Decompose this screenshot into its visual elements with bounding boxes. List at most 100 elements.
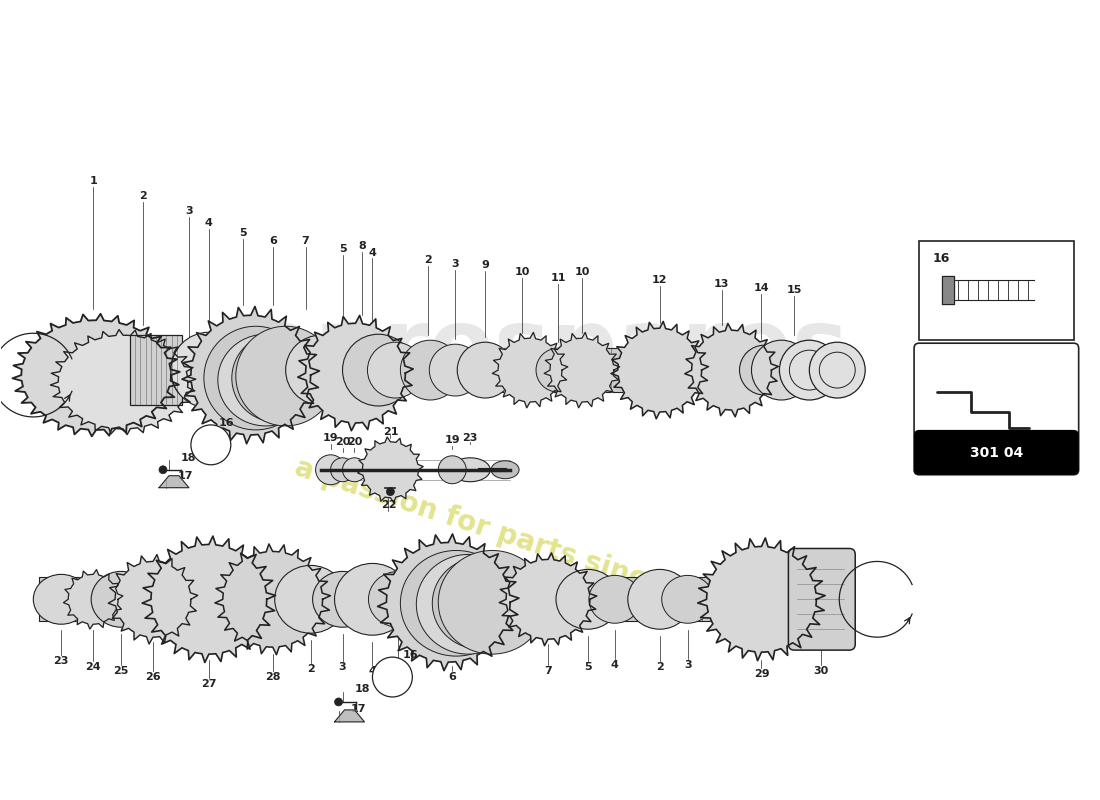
Text: 27: 27: [201, 679, 217, 689]
Text: 19: 19: [322, 433, 339, 443]
Text: 1: 1: [89, 176, 97, 186]
Ellipse shape: [739, 345, 790, 395]
Text: 30: 30: [814, 666, 829, 676]
Text: 11: 11: [550, 274, 565, 283]
Text: 15: 15: [786, 286, 802, 295]
Text: eurospares: eurospares: [251, 304, 849, 396]
Text: 7: 7: [544, 666, 552, 676]
Ellipse shape: [400, 340, 460, 400]
Ellipse shape: [628, 570, 692, 630]
Text: 20: 20: [346, 437, 362, 447]
Text: 16: 16: [933, 252, 950, 265]
Text: 3: 3: [451, 259, 459, 270]
Text: 18: 18: [354, 684, 371, 694]
Ellipse shape: [204, 326, 308, 430]
Text: 8: 8: [359, 241, 366, 250]
Text: 3: 3: [684, 660, 692, 670]
Bar: [130, 335, 182, 405]
Text: 16: 16: [385, 672, 400, 682]
Polygon shape: [942, 277, 954, 304]
Polygon shape: [499, 553, 597, 646]
Text: 4: 4: [368, 666, 376, 676]
FancyBboxPatch shape: [920, 241, 1074, 340]
Text: 21: 21: [383, 427, 398, 437]
Polygon shape: [377, 534, 519, 670]
Text: 17: 17: [351, 704, 366, 714]
Polygon shape: [51, 330, 196, 434]
Ellipse shape: [780, 340, 839, 400]
Ellipse shape: [367, 342, 424, 398]
Text: 5: 5: [395, 664, 403, 674]
Text: 23: 23: [54, 656, 69, 666]
Text: 5: 5: [239, 227, 246, 238]
Text: 7: 7: [301, 235, 309, 246]
Polygon shape: [12, 314, 179, 436]
Ellipse shape: [33, 574, 89, 624]
Ellipse shape: [91, 571, 151, 627]
Ellipse shape: [400, 550, 513, 656]
Text: 5: 5: [339, 243, 346, 254]
Text: a passion for parts since 1985: a passion for parts since 1985: [290, 453, 749, 626]
Text: 4: 4: [610, 660, 619, 670]
Text: 6: 6: [268, 235, 276, 246]
Ellipse shape: [386, 488, 395, 496]
Text: 5: 5: [584, 662, 592, 672]
Text: 12: 12: [652, 275, 668, 286]
Text: 20: 20: [334, 437, 350, 447]
Text: 4: 4: [205, 218, 212, 228]
Text: 23: 23: [462, 433, 477, 443]
Ellipse shape: [450, 458, 491, 482]
FancyBboxPatch shape: [914, 430, 1079, 474]
Ellipse shape: [170, 342, 207, 398]
Polygon shape: [334, 710, 364, 722]
Ellipse shape: [536, 348, 580, 392]
Circle shape: [373, 657, 412, 697]
Polygon shape: [610, 322, 708, 419]
Ellipse shape: [286, 335, 355, 405]
Text: 29: 29: [754, 669, 769, 679]
Ellipse shape: [170, 332, 246, 408]
Polygon shape: [358, 437, 424, 502]
Polygon shape: [544, 332, 619, 408]
Ellipse shape: [312, 571, 373, 627]
Ellipse shape: [751, 340, 812, 400]
Text: 2: 2: [425, 255, 432, 266]
Text: 16: 16: [219, 418, 234, 428]
Ellipse shape: [810, 342, 866, 398]
Text: 2: 2: [656, 662, 663, 672]
Ellipse shape: [334, 563, 410, 635]
Text: 10: 10: [574, 267, 590, 278]
Ellipse shape: [429, 344, 481, 396]
Text: 6: 6: [449, 672, 456, 682]
Ellipse shape: [416, 554, 520, 654]
Text: 26: 26: [145, 672, 161, 682]
Circle shape: [334, 698, 342, 706]
Bar: [40, 578, 855, 622]
Ellipse shape: [588, 575, 641, 623]
Ellipse shape: [491, 461, 519, 478]
Text: 5: 5: [395, 664, 403, 674]
Text: 13: 13: [714, 279, 729, 290]
Text: 25: 25: [113, 666, 129, 676]
Ellipse shape: [438, 456, 466, 484]
Polygon shape: [108, 554, 198, 644]
Ellipse shape: [316, 455, 345, 485]
Bar: [36, 348, 849, 392]
Text: 4: 4: [368, 247, 376, 258]
Text: 2: 2: [140, 190, 147, 201]
Text: 22: 22: [381, 500, 396, 510]
Ellipse shape: [331, 458, 354, 482]
Text: 3: 3: [339, 662, 346, 672]
Ellipse shape: [458, 342, 513, 398]
FancyBboxPatch shape: [789, 549, 855, 650]
Bar: [920, 440, 1074, 470]
Circle shape: [191, 425, 231, 465]
FancyBboxPatch shape: [914, 343, 1079, 474]
Polygon shape: [64, 570, 123, 629]
Text: 19: 19: [444, 435, 460, 445]
Text: 17: 17: [178, 470, 194, 481]
Text: 16: 16: [403, 650, 418, 660]
Ellipse shape: [556, 570, 619, 630]
Text: 9: 9: [481, 261, 490, 270]
Text: 2: 2: [307, 664, 315, 674]
